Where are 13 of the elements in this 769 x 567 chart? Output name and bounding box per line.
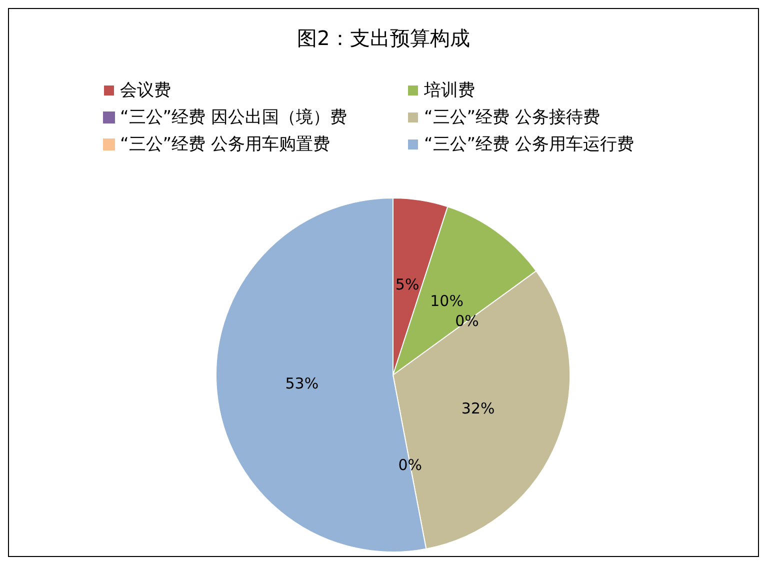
text: 0% (455, 312, 479, 330)
data-label: 53% (285, 374, 319, 393)
data-label: 5% (395, 276, 420, 294)
legend-label: 会议费 (120, 80, 171, 100)
legend-label: 培训费 (423, 80, 475, 100)
legend-label: “三公”经费 因公出国（境）费 (120, 108, 348, 128)
legend-label: “三公”经费 公务接待费 (424, 108, 600, 128)
chart-title: 图2：支出预算构成 (297, 26, 470, 50)
data-label: 32% (461, 400, 495, 418)
text: 0% (398, 456, 422, 474)
legend-label: “三公”经费 公务用车运行费 (424, 134, 634, 154)
data-label: 10% (430, 292, 464, 310)
legend-label: “三公”经费 公务用车购置费 (120, 134, 330, 154)
